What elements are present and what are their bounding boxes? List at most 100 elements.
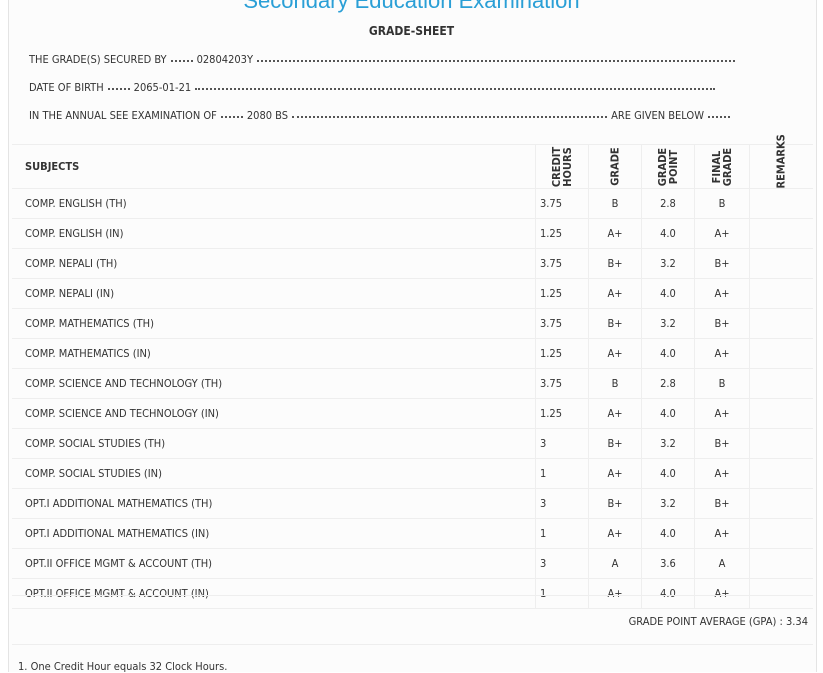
table-cell: 3.2 <box>641 429 694 458</box>
info-label: DATE OF BIRTH <box>29 81 104 94</box>
table-cell: A+ <box>694 219 750 248</box>
table-cell: B <box>588 369 641 398</box>
table-cell: 1.25 <box>535 339 592 368</box>
remarks-cell <box>749 219 813 248</box>
table-cell: A+ <box>694 579 750 608</box>
gpa: GRADE POINT AVERAGE (GPA) : 3.34 <box>629 615 808 628</box>
table-cell: B <box>588 189 641 218</box>
remarks-cell <box>749 369 813 398</box>
table-cell: 3.2 <box>641 489 694 518</box>
table-cell: A <box>588 549 641 578</box>
info-value: 02804203Y <box>196 53 253 66</box>
table-cell: 3 <box>535 489 592 518</box>
table-cell: 1 <box>535 459 592 488</box>
info-line: IN THE ANNUAL SEE EXAMINATION OF 2080 BS A… <box>29 109 734 122</box>
table-row: OPT.II OFFICE MGMT & ACCOUNT (TH) 3 A 3.6 A <box>12 549 813 579</box>
table-row: COMP. MATHEMATICS (IN) 1.25 A+ 4.0 A+ <box>12 339 813 369</box>
table-cell: A+ <box>694 519 750 548</box>
table-cell: A+ <box>588 399 641 428</box>
table-cell: A+ <box>694 279 750 308</box>
table-cell: B <box>694 369 750 398</box>
header-cell: FINAL GRADE <box>694 145 750 188</box>
table-row: OPT.I ADDITIONAL MATHEMATICS (TH) 3 B+ 3.2 B… <box>12 489 813 519</box>
table-cell: 2.8 <box>641 189 694 218</box>
table-cell: 3 <box>535 549 592 578</box>
table-cell: A+ <box>694 459 750 488</box>
header-row: SUBJECTS CREDIT HOURS GRADE GRADE POINT FINA… <box>12 134 813 189</box>
table-cell: 1 <box>535 519 592 548</box>
subtitle: GRADE-SHEET <box>368 24 455 38</box>
table-cell: B+ <box>694 309 750 338</box>
table-row: COMP. ENGLISH (IN) 1.25 A+ 4.0 A+ <box>12 219 813 249</box>
header-text: FINAL GRADE <box>710 147 734 186</box>
info-label: IN THE ANNUAL SEE EXAMINATION OF <box>29 109 217 122</box>
info-suffix: ARE GIVEN BELOW <box>611 109 704 122</box>
header-cell: REMARKS <box>749 134 813 189</box>
table-cell: B+ <box>694 489 750 518</box>
table-cell: A+ <box>588 579 641 608</box>
table-cell: COMP. NEPALI (IN) <box>25 287 115 300</box>
table-cell: B+ <box>588 309 641 338</box>
table-cell: COMP. MATHEMATICS (IN) <box>25 347 151 360</box>
table-cell: 4.0 <box>641 519 694 548</box>
gpa-box <box>12 595 813 645</box>
table-cell: 3.75 <box>535 309 592 338</box>
remarks-cell <box>749 489 813 518</box>
table-cell: COMP. NEPALI (TH) <box>25 257 118 270</box>
table-cell: OPT.I ADDITIONAL MATHEMATICS (IN) <box>25 527 210 540</box>
table-cell: 1 <box>535 579 592 608</box>
note: 1. One Credit Hour equals 32 Clock Hours… <box>18 660 228 673</box>
table-cell: A+ <box>588 519 641 548</box>
table-cell: COMP. ENGLISH (TH) <box>25 197 127 210</box>
table-cell: B+ <box>694 249 750 278</box>
table-cell: A <box>694 549 750 578</box>
table-row: COMP. SOCIAL STUDIES (IN) 1 A+ 4.0 A+ <box>12 459 813 489</box>
table-cell: 3.6 <box>641 549 694 578</box>
header-text: SUBJECTS <box>25 160 80 173</box>
table-cell: 3 <box>535 429 592 458</box>
header-cell: SUBJECTS <box>25 145 79 188</box>
table-cell: 1.25 <box>535 279 592 308</box>
table-cell: 3.2 <box>641 309 694 338</box>
table-cell: COMP. SCIENCE AND TECHNOLOGY (TH) <box>25 377 223 390</box>
table-row: COMP. SCIENCE AND TECHNOLOGY (IN) 1.25 A+ 4… <box>12 399 813 429</box>
header-text: GRADE <box>608 147 622 186</box>
info-value: 2065-01-21 <box>133 81 192 94</box>
table-cell: B+ <box>588 249 641 278</box>
table-cell: A+ <box>588 339 641 368</box>
table-cell: 4.0 <box>641 279 694 308</box>
table-cell: OPT.II OFFICE MGMT & ACCOUNT (IN) <box>25 587 209 600</box>
table-row: COMP. ENGLISH (TH) 3.75 B 2.8 B <box>12 189 813 219</box>
table-cell: 4.0 <box>641 579 694 608</box>
table-cell: 1.25 <box>535 399 592 428</box>
table-row: COMP. SCIENCE AND TECHNOLOGY (TH) 3.75 B 2.… <box>12 369 813 399</box>
frame <box>8 0 817 672</box>
header-text: CREDIT HOURS <box>550 146 574 187</box>
remarks-cell <box>749 339 813 368</box>
table-cell: A+ <box>588 459 641 488</box>
remarks-cell <box>749 429 813 458</box>
table-cell: 4.0 <box>641 339 694 368</box>
remarks-cell <box>749 519 813 548</box>
header-cell: GRADE <box>588 145 641 188</box>
table-cell: COMP. SCIENCE AND TECHNOLOGY (IN) <box>25 407 219 420</box>
table-cell: B+ <box>588 429 641 458</box>
info-value: 2080 BS <box>246 109 289 122</box>
table-cell: OPT.II OFFICE MGMT & ACCOUNT (TH) <box>25 557 213 570</box>
gpa-label: GRADE POINT AVERAGE (GPA) : <box>628 615 783 628</box>
table-cell: A+ <box>694 399 750 428</box>
table-cell: COMP. MATHEMATICS (TH) <box>25 317 154 330</box>
table-row: COMP. NEPALI (IN) 1.25 A+ 4.0 A+ <box>12 279 813 309</box>
table-cell: A+ <box>588 279 641 308</box>
table-cell: 3.75 <box>535 189 592 218</box>
table-cell: 1.25 <box>535 219 592 248</box>
title: Secondary Education Examination <box>243 0 580 13</box>
gpa-value: 3.34 <box>785 615 808 628</box>
table-cell: 3.2 <box>641 249 694 278</box>
grade-table: SUBJECTS CREDIT HOURS GRADE GRADE POINT FINA… <box>12 134 813 609</box>
table-cell: B+ <box>694 429 750 458</box>
remarks-cell <box>749 549 813 578</box>
header-text: REMARKS <box>774 134 788 189</box>
table-cell: 3.75 <box>535 369 592 398</box>
